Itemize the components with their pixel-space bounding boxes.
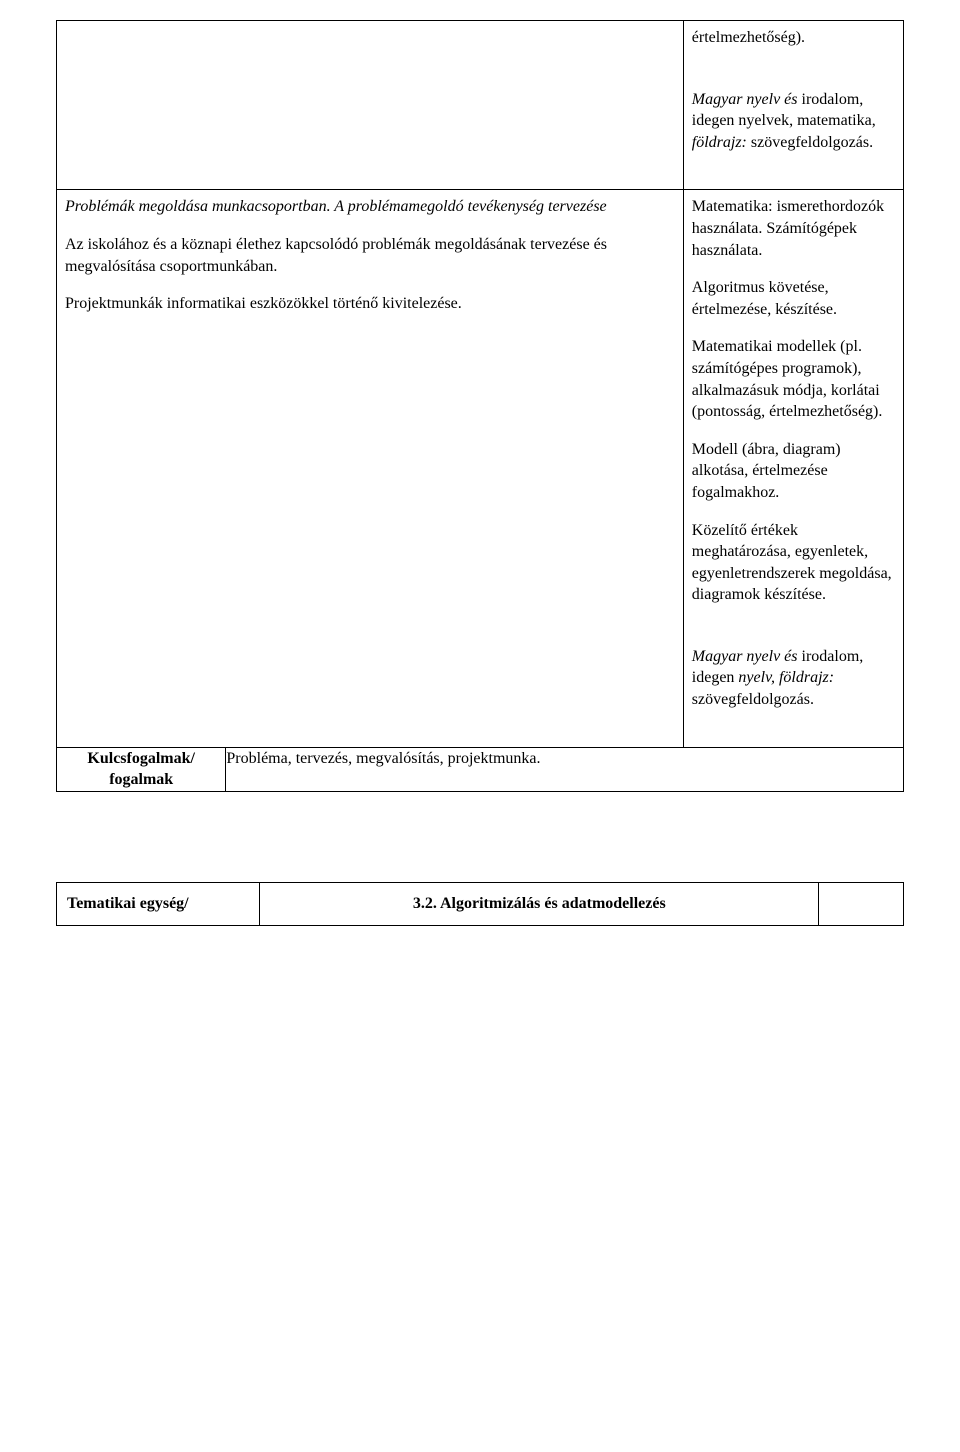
italic-text: nyelv, földrajz: [738,669,834,686]
row2-right-p5: Közelítő értékek meghatározása, egyenlet… [692,520,895,606]
italic-text: Magyar nyelv és [692,648,798,665]
row1-right-p2: Magyar nyelv és irodalom, idegen nyelvek… [692,89,895,154]
row2-left-p2: Az iskolához és a köznapi élethez kapcso… [65,234,675,277]
row2-right-p3: Matematikai modellek (pl. számítógépes p… [692,336,895,422]
kulcsfogalmak-value: Probléma, tervezés, megvalósítás, projek… [226,750,540,767]
row2-right-p2: Algoritmus követése, értelmezése, készít… [692,277,895,320]
text: szövegfeldolgozás. [747,134,873,151]
page: értelmezhetőség). Magyar nyelv és irodal… [0,0,960,1452]
bottom-table: Tematikai egység/ 3.2. Algoritmizálás és… [56,882,904,926]
table-row: értelmezhetőség). Magyar nyelv és irodal… [57,21,904,190]
row3-label-cell: Kulcsfogalmak/ fogalmak [57,747,226,791]
text: szövegfeldolgozás. [692,691,814,708]
tematikai-title-cell: 3.2. Algoritmizálás és adatmodellezés [260,882,819,925]
row2-right-p6: Magyar nyelv és irodalom, idegen nyelv, … [692,646,895,711]
italic-text: földrajz: [692,134,747,151]
tematikai-blank-cell [819,882,904,925]
table-row: Problémák megoldása munkacsoportban. A p… [57,190,904,747]
tematikai-label-cell: Tematikai egység/ [57,882,260,925]
table-row: Tematikai egység/ 3.2. Algoritmizálás és… [57,882,904,925]
table-row: Kulcsfogalmak/ fogalmak Probléma, tervez… [57,747,904,791]
italic-text: Magyar nyelv és [692,91,798,108]
row2-right-p1: Matematika: ismerethordozók használata. … [692,196,895,261]
row2-left-p3: Projektmunkák informatikai eszközökkel t… [65,293,675,315]
row2-right-cell: Matematika: ismerethordozók használata. … [683,190,903,747]
row3-value-cell: Probléma, tervezés, megvalósítás, projek… [226,747,904,791]
main-table: értelmezhetőség). Magyar nyelv és irodal… [56,20,904,792]
row1-right-cell: értelmezhetőség). Magyar nyelv és irodal… [683,21,903,190]
tematikai-label: Tematikai egység/ [67,895,189,912]
kulcsfogalmak-label: Kulcsfogalmak/ fogalmak [87,750,195,789]
row2-left-p1: Problémák megoldása munkacsoportban. A p… [65,196,675,218]
row1-left-empty [57,21,684,190]
row2-left-cell: Problémák megoldása munkacsoportban. A p… [57,190,684,747]
vertical-gap [56,792,904,882]
row2-right-p4: Modell (ábra, diagram) alkotása, értelme… [692,439,895,504]
tematikai-title: 3.2. Algoritmizálás és adatmodellezés [413,895,666,912]
row1-right-p1: értelmezhetőség). [692,27,895,49]
